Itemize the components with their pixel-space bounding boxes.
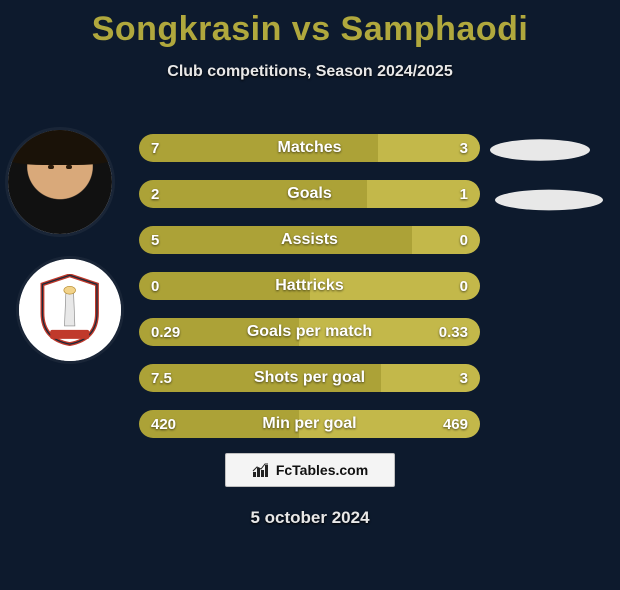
player1-face-icon [8, 130, 112, 234]
stat-fill-right [299, 410, 480, 438]
stat-row: 00Hattricks [139, 272, 480, 300]
player2-club-crest [19, 259, 121, 361]
stat-row: 0.290.33Goals per match [139, 318, 480, 346]
stat-rows: 73Matches 21Goals 50Assists 00Hattricks 0.29… [139, 134, 480, 456]
stat-fill-right [378, 134, 480, 162]
stat-row: 73Matches [139, 134, 480, 162]
stat-row: 7.53Shots per goal [139, 364, 480, 392]
subtitle: Club competitions, Season 2024/2025 [0, 63, 620, 81]
stat-fill-right [299, 318, 480, 346]
stat-fill-right [310, 272, 480, 300]
stat-fill-left [139, 272, 310, 300]
stat-fill-left [139, 226, 412, 254]
stat-row: 50Assists [139, 226, 480, 254]
stat-fill-right [412, 226, 480, 254]
branding-text: FcTables.com [276, 462, 368, 478]
page-title: Songkrasin vs Samphaodi [0, 10, 620, 49]
stat-fill-right [367, 180, 480, 208]
stat-row: 21Goals [139, 180, 480, 208]
stat-fill-left [139, 318, 299, 346]
stat-fill-left [139, 410, 299, 438]
club-crest-icon [19, 259, 121, 361]
stat-fill-left [139, 180, 367, 208]
player2-marker-icon [495, 190, 603, 211]
branding-badge: FcTables.com [225, 453, 395, 487]
stat-fill-left [139, 364, 381, 392]
stat-fill-left [139, 134, 378, 162]
fctables-logo-icon [252, 462, 270, 478]
player1-avatar [8, 130, 112, 234]
date-text: 5 october 2024 [0, 508, 620, 528]
stat-row: 420469Min per goal [139, 410, 480, 438]
stat-fill-right [381, 364, 480, 392]
player1-marker-icon [490, 139, 590, 161]
